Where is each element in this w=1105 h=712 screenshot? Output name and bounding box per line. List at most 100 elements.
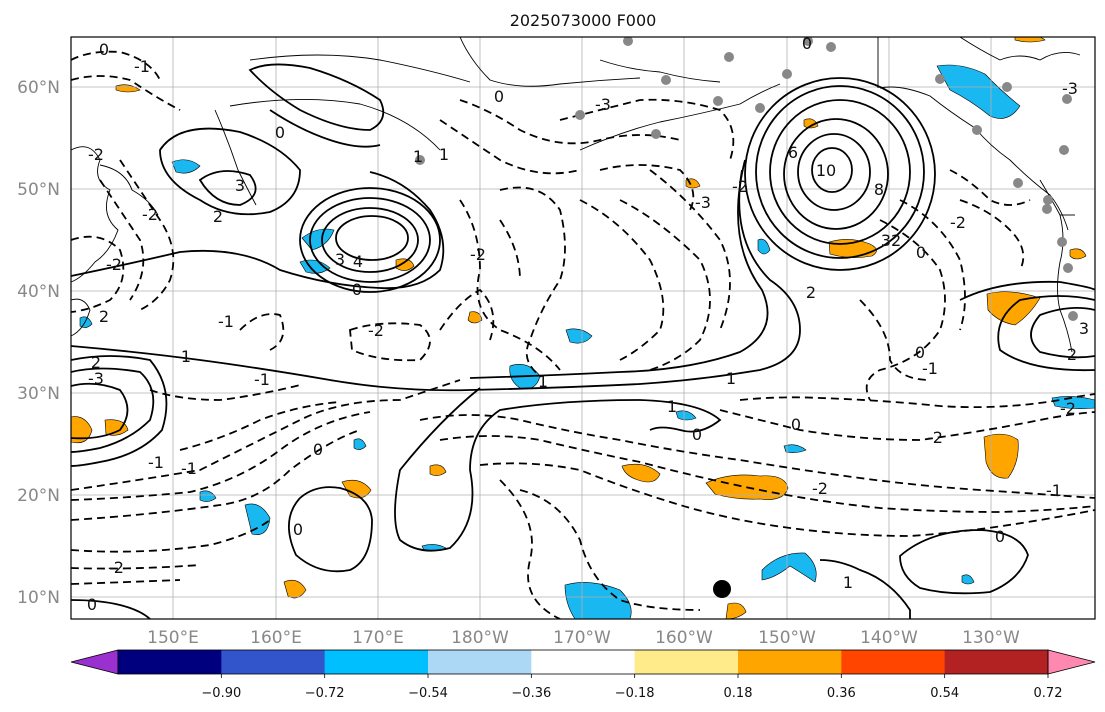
contour-label: 2	[213, 207, 223, 226]
lat-label: 30°N	[17, 384, 60, 404]
contour-label: -1	[922, 359, 938, 378]
lat-label: 40°N	[17, 282, 60, 302]
lat-label: 60°N	[17, 78, 60, 98]
contour-label: -2	[106, 255, 122, 274]
contour-label: 1	[843, 573, 853, 592]
colorbar-tick-label: −0.90	[201, 686, 241, 701]
station-dot	[1043, 195, 1053, 205]
colorbar-segment	[944, 650, 1049, 674]
contour-label: 0	[352, 280, 362, 299]
colorbar-tick-label: −0.72	[305, 686, 345, 701]
contour-label: 2	[91, 353, 101, 372]
contour-label: 0	[99, 40, 109, 59]
negative-patch	[199, 490, 217, 502]
contour-labels: 0 -1 -2 3 2 4 3 0 -2 2 -1 -2 0 1 -3 0 -2…	[87, 37, 1089, 614]
contour-label: -3	[88, 369, 104, 388]
lon-label: 180°W	[451, 628, 509, 648]
colorbar-tick-label: −0.18	[615, 686, 655, 701]
negative-patch	[564, 582, 632, 619]
lat-label: 20°N	[17, 486, 60, 506]
contour-label: 0	[87, 595, 97, 614]
colorbar-segment	[738, 650, 842, 674]
contour-label: -2	[732, 177, 748, 196]
colorbar-tick-label: −0.54	[408, 686, 448, 701]
station-dot	[415, 155, 425, 165]
colorbar-segment	[221, 650, 326, 674]
station-dot	[1059, 145, 1069, 155]
contour-label: 0	[791, 415, 801, 434]
colorbar-segment	[841, 650, 946, 674]
lon-label: 130°W	[962, 628, 1020, 648]
station-dot	[755, 103, 765, 113]
contour-label: 3	[1079, 319, 1089, 338]
negative-patch	[783, 444, 807, 453]
colorbar-extend-low	[70, 649, 119, 675]
station-dot	[575, 110, 585, 120]
map-frame	[70, 36, 1096, 620]
contour-label: -2	[142, 205, 158, 224]
contour-label: 4	[353, 252, 363, 271]
negative-patch	[171, 159, 201, 174]
contour-label: 1	[538, 372, 548, 391]
contour-label: 6	[788, 143, 798, 162]
colorbar-tick-label: 0.18	[724, 686, 753, 701]
colorbar-segment	[324, 650, 429, 674]
contour-label: -3	[1062, 79, 1078, 98]
contour-label: -2	[368, 321, 384, 340]
negative-patch	[757, 238, 771, 255]
contour-label: 1	[413, 147, 423, 166]
station-dot	[1057, 237, 1067, 247]
contour-label: -3	[695, 193, 711, 212]
station-dot	[1042, 204, 1052, 214]
positive-patch	[395, 258, 415, 271]
colorbar-segment	[634, 650, 739, 674]
contour-label: -1	[148, 453, 164, 472]
negative-patch	[936, 64, 1021, 119]
contour-label: 1	[181, 347, 191, 366]
contour-label: -2	[950, 213, 966, 232]
contour-label: 0	[916, 243, 926, 262]
colorbar-segment	[531, 650, 636, 674]
negative-patch	[1051, 396, 1095, 409]
positive-patch	[115, 84, 141, 93]
station-dot	[972, 125, 982, 135]
station-dot	[713, 96, 723, 106]
negative-patch	[961, 574, 975, 585]
positive-patch	[104, 419, 129, 436]
colorbar-tick-label: −0.36	[511, 686, 551, 701]
contour-label: 32	[881, 231, 901, 250]
contour-label: 0	[494, 87, 504, 106]
lon-label: 160°W	[655, 628, 713, 648]
lon-label: 160°E	[250, 628, 302, 648]
positive-patch	[283, 579, 307, 599]
contour-label: -1	[1046, 481, 1062, 500]
lon-label: 140°W	[860, 628, 918, 648]
contour-label: 1	[439, 145, 449, 164]
contour-label: 3	[335, 250, 345, 269]
positive-patch	[467, 311, 483, 324]
center-marker	[713, 580, 731, 598]
negative-patch	[353, 438, 367, 450]
lon-label: 150°E	[147, 628, 199, 648]
figure-title: 2025073000 F000	[510, 11, 657, 30]
station-dot	[1062, 94, 1072, 104]
station-dot	[1063, 263, 1073, 273]
contour-label: 0	[313, 440, 323, 459]
contour-label: 1	[667, 397, 677, 416]
positive-patch	[71, 416, 93, 444]
contour-label: 0	[915, 343, 925, 362]
contour-label: -3	[595, 95, 611, 114]
contour-label: -2	[1060, 399, 1076, 418]
colorbar-segment	[428, 650, 532, 674]
contour-label: 10	[816, 161, 836, 180]
positive-patch	[983, 433, 1019, 479]
contour-label: 2	[99, 307, 109, 326]
contour-label: -1	[181, 459, 197, 478]
contour-label: 0	[293, 520, 303, 539]
positive-patch	[341, 479, 372, 499]
contour-label: -1	[254, 370, 270, 389]
contour-label: 2	[806, 283, 816, 302]
station-dot	[1002, 82, 1012, 92]
contour-label: -2	[812, 479, 828, 498]
